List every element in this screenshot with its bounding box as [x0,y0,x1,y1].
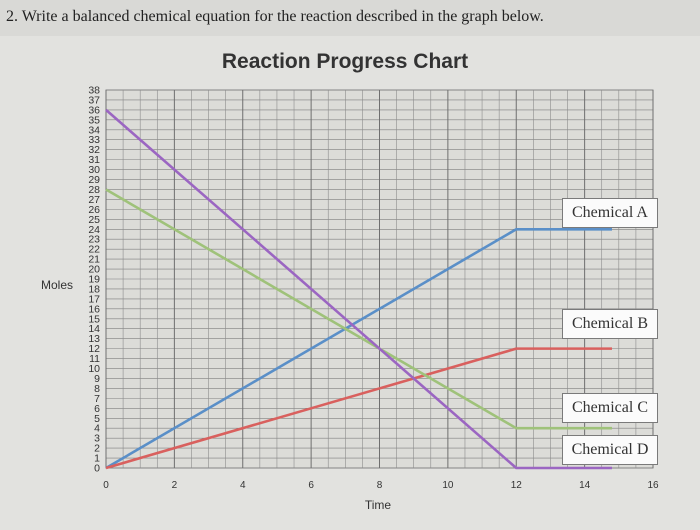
y-tick-label: 35 [88,114,100,126]
y-tick-label: 33 [88,134,100,146]
series-lines [105,108,612,470]
series-line-chemical-c [105,188,612,430]
y-tick-label: 27 [88,194,100,206]
y-tick-label: 3 [94,433,100,445]
y-tick-label: 1 [94,453,100,465]
x-axis-label: Time [365,498,392,512]
x-tick-label: 0 [103,480,109,491]
y-tick-label: 15 [88,313,100,325]
x-tick-label: 14 [579,480,591,491]
y-tick-label: 19 [88,274,100,286]
y-tick-label: 23 [88,234,100,246]
chart-title: Reaction Progress Chart [222,50,468,73]
x-tick-label: 8 [377,480,383,491]
y-tick-label: 37 [88,94,100,106]
y-tick-label: 38 [88,85,100,97]
series-line-chemical-a [105,227,612,470]
y-tick-label: 5 [94,413,100,425]
y-tick-label: 2 [94,443,100,455]
legend-label-chemical-c: Chemical C [562,393,658,423]
y-tick-label: 10 [88,363,100,375]
y-tick-label: 8 [94,383,100,395]
y-tick-label: 34 [88,124,100,136]
series-line-chemical-d [105,108,612,470]
legend-label-chemical-d: Chemical D [562,435,658,465]
y-tick-label: 30 [88,164,100,176]
y-tick-label: 16 [88,303,100,315]
y-tick-label: 9 [94,373,100,385]
y-tick-label: 12 [88,343,100,355]
y-tick-label: 20 [88,264,100,276]
y-tick-label: 29 [88,174,100,186]
y-tick-label: 11 [89,353,100,365]
y-tick-label: 28 [88,184,100,196]
x-tick-label: 10 [442,480,454,491]
y-axis-label: Moles [41,278,73,292]
y-tick-label: 25 [88,214,100,226]
y-tick-label: 0 [94,463,100,475]
x-tick-label: 12 [511,480,523,491]
y-tick-label: 6 [94,403,100,415]
x-tick-label: 2 [172,480,178,491]
y-tick-label: 22 [88,244,100,256]
y-tick-label: 31 [88,154,100,166]
y-tick-label: 26 [88,204,100,216]
x-tick-labels: 0 2 4 6 8 10 12 14 16 [103,480,659,491]
series-line-chemical-b [105,347,612,470]
y-tick-label: 32 [88,144,100,156]
y-tick-label: 24 [88,224,100,236]
question-text: 2. Write a balanced chemical equation fo… [6,8,544,25]
y-tick-label: 18 [88,283,100,295]
y-tick-label: 21 [88,254,100,266]
y-tick-label: 14 [88,323,100,335]
y-tick-label: 4 [94,423,100,435]
x-tick-label: 4 [240,480,246,491]
y-tick-label: 36 [88,104,100,116]
x-tick-label: 16 [647,480,659,491]
y-tick-label: 13 [88,333,100,345]
y-tick-labels: 0123456789101112131415161718192021222324… [88,85,100,475]
x-tick-label: 6 [308,480,314,491]
y-tick-label: 7 [94,393,100,405]
legend-label-chemical-b: Chemical B [562,309,658,339]
y-tick-label: 17 [88,293,100,305]
legend-label-chemical-a: Chemical A [562,198,658,228]
